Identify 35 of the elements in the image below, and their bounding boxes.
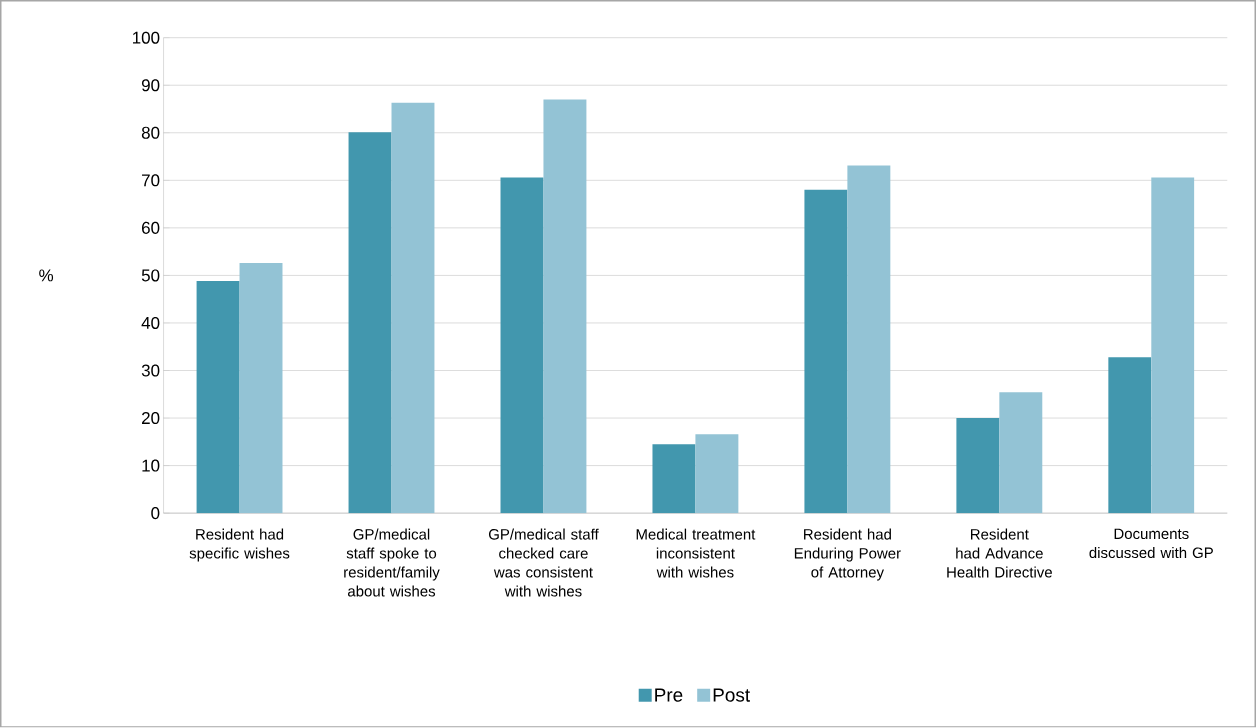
y-tick-label: 80	[141, 126, 160, 139]
y-tick-label: 30	[141, 364, 160, 377]
x-tick-label: Resident had specific wishes	[189, 528, 290, 562]
x-tick-label: Resident had Advance Health Directive	[947, 528, 1052, 578]
bar	[695, 434, 739, 514]
bar	[196, 281, 240, 514]
x-tick-label: GP/medical staff spoke to resident/family about wishes	[344, 528, 440, 597]
bar	[999, 392, 1043, 514]
y-axis-title: %	[39, 269, 54, 282]
y-tick-label: 10	[142, 459, 160, 472]
bar	[804, 190, 848, 514]
x-tick-label: Medical treatment inconsistent with wishes	[636, 528, 756, 578]
bar	[239, 263, 283, 514]
y-tick-label: 50	[141, 269, 160, 282]
x-tick-label: GP/medical staff checked care was consistent with wishes	[488, 528, 599, 597]
y-tick-label: 60	[142, 222, 160, 235]
legend-label: Pre	[655, 688, 683, 702]
bar	[391, 103, 435, 514]
bar	[1108, 357, 1152, 514]
bar	[956, 418, 1000, 514]
bar	[847, 165, 891, 514]
y-tick-label: 100	[133, 31, 160, 44]
y-tick-label: 20	[142, 412, 160, 425]
y-tick-label: 90	[141, 79, 160, 92]
x-tick-label: Resident had Enduring Power of Attorney	[794, 528, 901, 581]
bar	[1151, 177, 1195, 514]
x-tick-label: Documents discussed with GP	[1089, 528, 1213, 559]
bar	[348, 132, 392, 514]
y-tick-label: 0	[151, 507, 160, 520]
bar	[500, 177, 544, 514]
bar	[652, 444, 696, 514]
bar	[543, 99, 587, 514]
legend-label: Post	[713, 688, 750, 702]
y-tick-label: 70	[142, 174, 160, 187]
y-tick-label: 40	[141, 317, 160, 330]
